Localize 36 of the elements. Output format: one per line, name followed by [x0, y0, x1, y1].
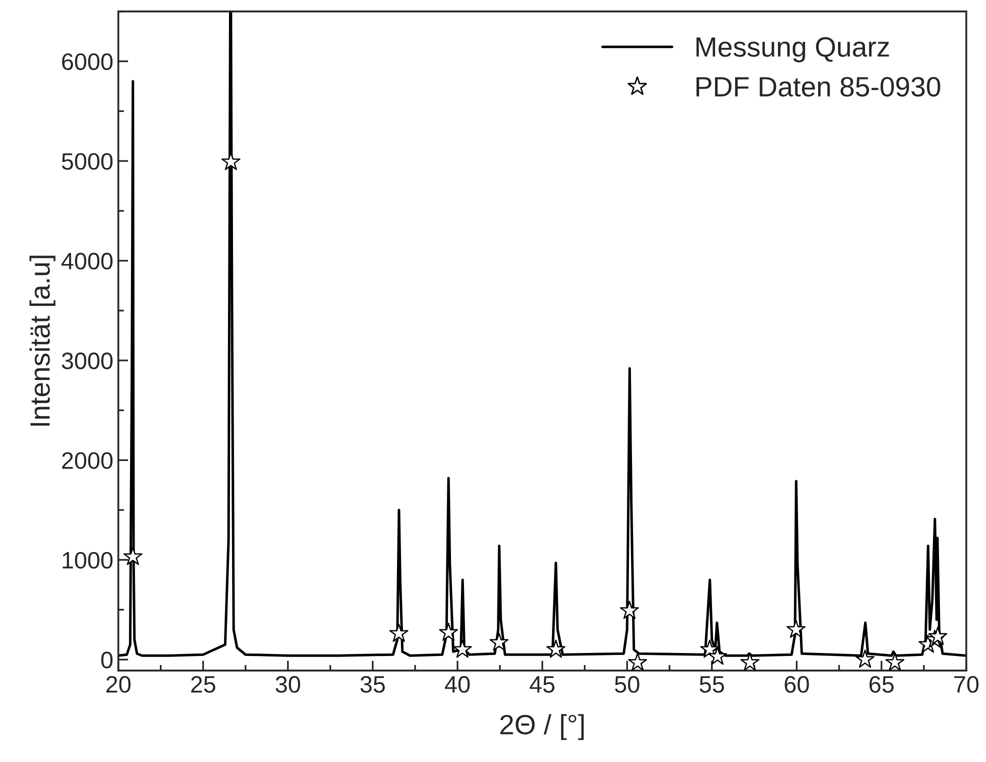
x-tick-label: 65 — [870, 676, 894, 693]
y-tick-label: 1000 — [62, 552, 113, 569]
x-tick-label: 35 — [360, 676, 385, 693]
x-tick-label: 70 — [954, 676, 978, 693]
point — [439, 622, 458, 641]
y-tick-label: 3000 — [62, 352, 113, 370]
x-axis-title: 2Θ / [°] — [500, 714, 584, 740]
x-tick-label: 30 — [276, 676, 300, 693]
point — [628, 652, 648, 671]
point — [620, 600, 639, 619]
x-tick-label: 55 — [700, 676, 724, 693]
y-tick-label: 0 — [101, 652, 113, 668]
point — [740, 652, 760, 671]
point — [546, 640, 566, 658]
y-axis-title: Intensität [a.u] — [29, 256, 56, 426]
legend-label: Messung Quarz — [696, 37, 889, 62]
y-tick-label: 5000 — [62, 153, 113, 170]
x-tick-label: 60 — [784, 676, 809, 693]
point — [123, 546, 142, 566]
point — [490, 632, 509, 651]
x-tick-label: 45 — [530, 676, 554, 693]
y-tick-label: 2000 — [62, 452, 113, 469]
point — [856, 650, 875, 668]
x-tick-label: 50 — [614, 676, 640, 693]
legend-label: PDF Daten 85-0930 — [696, 76, 940, 97]
y-tick-label: 4000 — [61, 252, 113, 270]
point — [708, 646, 727, 665]
point — [928, 626, 948, 645]
point — [885, 652, 904, 671]
point — [389, 624, 408, 642]
point — [786, 620, 806, 638]
x-tick-label: 20 — [106, 676, 131, 693]
y-tick-label: 6000 — [62, 53, 113, 70]
x-tick-label: 40 — [444, 676, 470, 693]
point — [452, 640, 472, 658]
x-tick-label: 25 — [191, 676, 216, 693]
